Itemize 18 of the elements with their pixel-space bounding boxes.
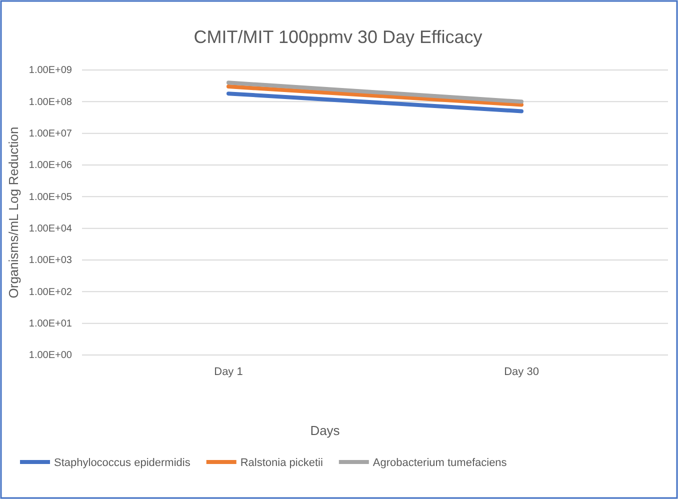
chart-title: CMIT/MIT 100ppmv 30 Day Efficacy [194,27,482,47]
y-tick-label: 1.00E+09 [28,65,72,76]
y-tick-label: 1.00E+03 [28,255,72,266]
x-tick-label: Day 1 [214,366,243,378]
legend-label: Ralstonia picketii [240,457,323,469]
y-tick-label: 1.00E+08 [28,96,72,108]
x-axis-title: Days [310,423,340,438]
y-tick-label: 1.00E+00 [28,350,72,362]
y-tick-label: 1.00E+06 [28,160,72,172]
y-tick-label: 1.00E+05 [28,192,72,203]
x-tick-label: Day 30 [504,366,539,378]
legend-label: Staphylococcus epidermidis [54,457,191,469]
y-tick-label: 1.00E+07 [28,128,72,140]
y-tick-label: 1.00E+04 [28,224,72,235]
legend-label: Agrobacterium tumefaciens [372,457,508,469]
y-axis-title: Organisms/mL Log Reduction [6,126,21,298]
y-tick-label: 1.00E+02 [28,286,72,298]
y-tick-label: 1.00E+01 [28,318,72,330]
